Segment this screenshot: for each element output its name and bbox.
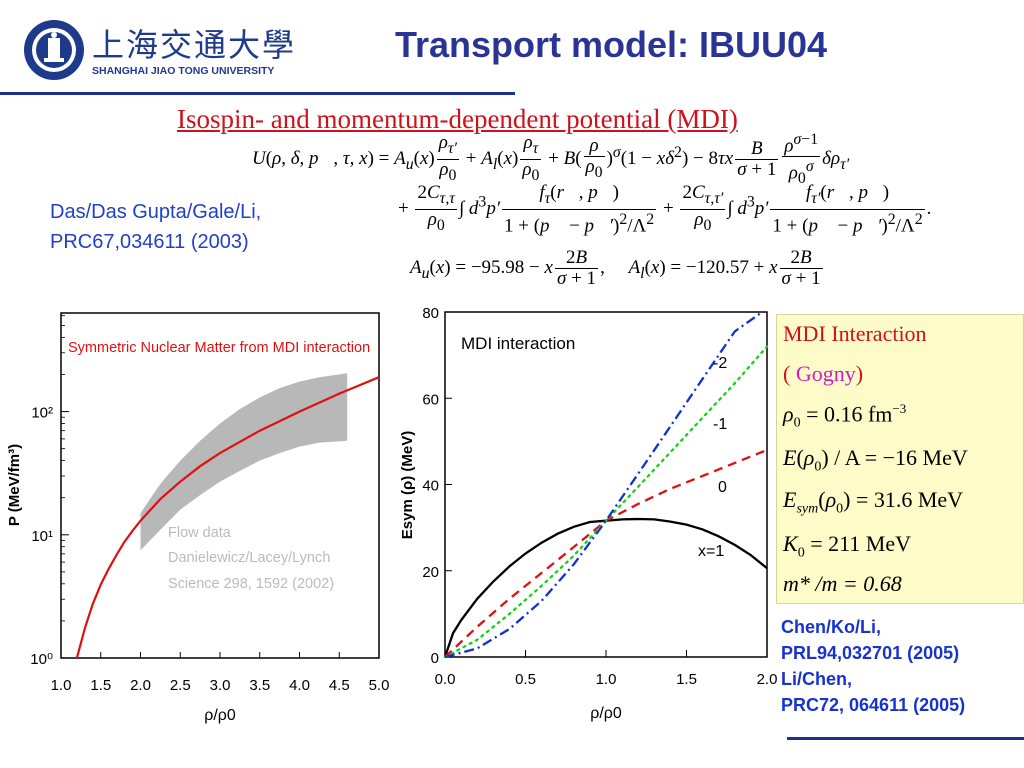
x-tick-label: 3.0 bbox=[210, 677, 231, 694]
y-tick-label: 10² bbox=[31, 405, 53, 422]
sjtu-seal-icon bbox=[24, 20, 84, 80]
y-tick-label: 20 bbox=[422, 564, 439, 581]
series-label-minus2: -2 bbox=[713, 355, 727, 372]
series-line-x-1 bbox=[443, 345, 769, 659]
series-line-x0 bbox=[444, 448, 768, 658]
flow-data-band bbox=[140, 373, 348, 551]
symmetry-energy-chart: 0.0 0.5 1.0 1.5 2.0 0 20 40 60 80 MDI interaction… bbox=[399, 305, 778, 722]
reference-line: PRC72, 064611 (2005) bbox=[781, 695, 966, 715]
pressure-chart: 1.0 1.5 2.0 2.5 3.0 3.5 4.0 4.5 5.0 10⁰ 10¹ 10² Sym… bbox=[6, 312, 390, 724]
mdi-parameters-box: MDI Interaction ( Gogny) ρ0 = 0.16 fm−3 … bbox=[776, 314, 1024, 604]
mdi-potential-equation-line1: U(ρ, δ, p⃗, τ, x) = Au(x) ρτ′ ρ0 + Al(x) ρτ… bbox=[252, 131, 850, 188]
reference-line: Das/Das Gupta/Gale/Li, bbox=[50, 201, 262, 223]
series-label-0: 0 bbox=[718, 479, 727, 496]
note-word: Gogny bbox=[795, 361, 856, 386]
y-tick-label: 80 bbox=[422, 305, 439, 322]
chart-title: Symmetric Nuclear Matter from MDI intera… bbox=[68, 340, 370, 356]
reference-das-2003: Das/Das Gupta/Gale/Li, PRC67,034611 (200… bbox=[50, 197, 261, 257]
x-tick-label: 2.0 bbox=[757, 671, 778, 688]
rho0-value: = 0.16 fm bbox=[806, 401, 893, 427]
param-esym: Esym(ρ0) = 31.6 MeV bbox=[783, 487, 964, 517]
chart-title: MDI interaction bbox=[461, 334, 575, 353]
x-tick-label: 4.0 bbox=[289, 677, 310, 694]
reference-line: PRL94,032701 (2005) bbox=[781, 643, 960, 663]
esym-value: ) = 31.6 MeV bbox=[843, 487, 964, 512]
y-axis-label: P (MeV/fm³) bbox=[6, 444, 23, 526]
slide-title: Transport model: IBUU04 bbox=[395, 24, 828, 65]
title-divider bbox=[0, 92, 515, 95]
reference-chen-ko-li: Chen/Ko/Li, PRL94,032701 (2005) Li/Chen,… bbox=[781, 614, 965, 718]
x-axis-label: ρ/ρ0 bbox=[204, 707, 236, 724]
params-heading: MDI Interaction bbox=[783, 321, 927, 346]
x-tick-label: 0.5 bbox=[515, 671, 536, 688]
series-line-xx=1 bbox=[443, 517, 768, 658]
reference-line: PRC67,034611 (2003) bbox=[50, 231, 249, 253]
param-energy: E(ρ0) / A = −16 MeV bbox=[783, 445, 968, 475]
x-tick-label: 1.5 bbox=[90, 677, 111, 694]
y-tick-label: 0 bbox=[431, 650, 439, 667]
slide-subtitle: Isospin- and momentum-dependent potentia… bbox=[177, 104, 738, 134]
x-tick-label: 0.0 bbox=[435, 671, 456, 688]
reference-line: Chen/Ko/Li, bbox=[781, 617, 881, 637]
reference-line: Li/Chen, bbox=[781, 669, 852, 689]
series-label-x1: x=1 bbox=[698, 543, 724, 560]
y-tick-label: 40 bbox=[422, 478, 439, 495]
x-tick-label: 1.5 bbox=[676, 671, 697, 688]
university-logo: 上海交通大學 SHANGHAI JIAO TONG UNIVERSITY bbox=[22, 18, 294, 84]
au-al-equation: Au(x) = −95.98 − x 2B σ + 1, Al(x) = −120.… bbox=[410, 247, 823, 289]
y-tick-label: 10⁰ bbox=[30, 651, 53, 668]
series-label-minus1: -1 bbox=[713, 416, 727, 433]
note-close: ) bbox=[855, 361, 864, 386]
mdi-potential-equation-line2: + 2Cτ,τ ρ0 ∫ d3p′ fτ(r⃗, p⃗) 1 + (p⃗ − p⃗′)2… bbox=[398, 182, 932, 237]
y-axis-label: Esym (ρ) (MeV) bbox=[399, 431, 416, 539]
param-k0: K0 = 211 MeV bbox=[783, 531, 911, 561]
band-annotation: Danielewicz/Lacey/Lynch bbox=[168, 550, 330, 566]
x-tick-label: 2.5 bbox=[170, 677, 191, 694]
rho0-exponent: −3 bbox=[892, 401, 907, 416]
param-rho0: ρ0 = 0.16 fm−3 bbox=[783, 401, 907, 431]
x-axis-label: ρ/ρ0 bbox=[590, 705, 622, 722]
logo-chinese-name: 上海交通大學 bbox=[92, 26, 297, 64]
plot-frame bbox=[60, 312, 380, 659]
x-tick-label: 5.0 bbox=[369, 677, 390, 694]
note-open: ( bbox=[783, 361, 796, 386]
band-annotation: Flow data bbox=[168, 525, 232, 541]
y-tick-label: 60 bbox=[422, 391, 439, 408]
param-mstar: m* /m = 0.68 bbox=[783, 571, 902, 596]
energy-value: ) / A = −16 MeV bbox=[821, 445, 968, 470]
x-tick-label: 3.5 bbox=[249, 677, 270, 694]
params-note: ( Gogny) bbox=[783, 361, 863, 387]
y-tick-label: 10¹ bbox=[31, 528, 53, 545]
logo-english-name: SHANGHAI JIAO TONG UNIVERSITY bbox=[92, 65, 275, 77]
series-line-x-2 bbox=[444, 311, 763, 659]
x-tick-label: 1.0 bbox=[596, 671, 617, 688]
footer-divider bbox=[787, 737, 1024, 740]
x-tick-label: 1.0 bbox=[51, 677, 72, 694]
x-tick-label: 2.0 bbox=[130, 677, 151, 694]
x-tick-label: 4.5 bbox=[329, 677, 350, 694]
series-line-mdi bbox=[75, 376, 380, 659]
k0-value: = 211 MeV bbox=[810, 531, 911, 556]
band-annotation: Science 298, 1592 (2002) bbox=[168, 576, 334, 592]
